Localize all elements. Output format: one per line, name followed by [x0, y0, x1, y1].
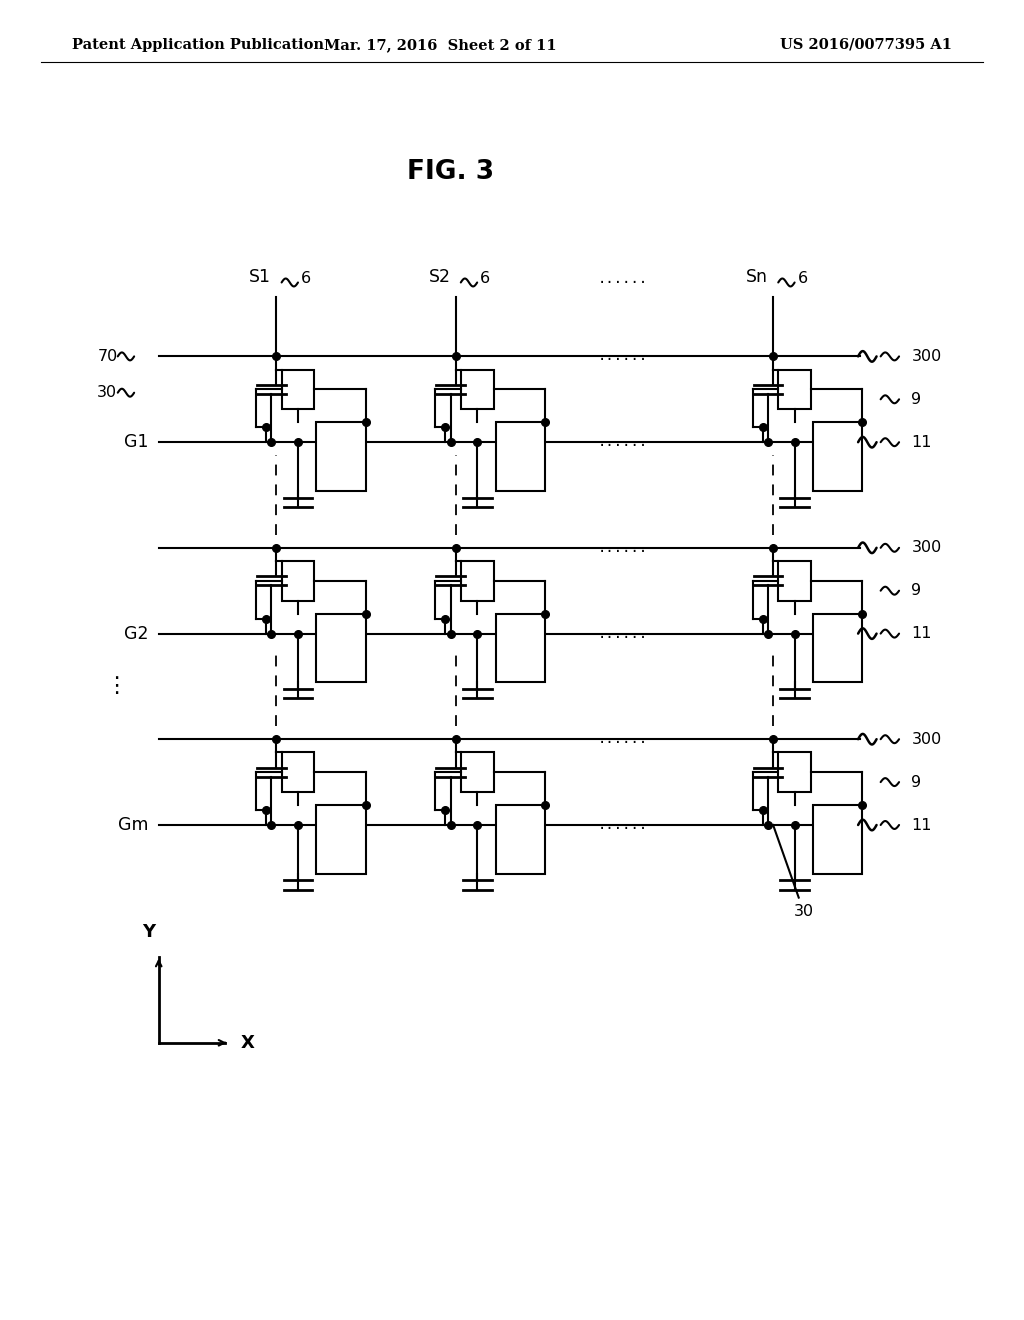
- Text: Patent Application Publication: Patent Application Publication: [72, 38, 324, 51]
- Bar: [282, 752, 314, 792]
- Text: 6: 6: [301, 272, 311, 286]
- Text: Gm: Gm: [118, 816, 148, 834]
- Text: ......: ......: [597, 436, 648, 449]
- Text: ......: ......: [597, 733, 648, 746]
- Text: ⋮: ⋮: [104, 676, 127, 697]
- Text: 11: 11: [911, 626, 932, 642]
- Text: 300: 300: [911, 731, 942, 747]
- Text: ......: ......: [597, 818, 648, 832]
- Bar: [778, 370, 811, 409]
- Text: 300: 300: [911, 348, 942, 364]
- Text: 6: 6: [798, 272, 808, 286]
- Text: 30: 30: [794, 904, 814, 919]
- Bar: [813, 422, 862, 491]
- Bar: [778, 752, 811, 792]
- Bar: [778, 561, 811, 601]
- Text: 30: 30: [97, 385, 118, 400]
- Text: ......: ......: [597, 627, 648, 640]
- Text: ......: ......: [597, 272, 648, 286]
- Text: 11: 11: [911, 817, 932, 833]
- Bar: [282, 561, 314, 601]
- Text: S2: S2: [429, 268, 451, 286]
- Text: 9: 9: [911, 583, 922, 598]
- Text: G1: G1: [124, 433, 148, 451]
- Bar: [496, 805, 545, 874]
- Bar: [316, 422, 366, 491]
- Text: S1: S1: [250, 268, 271, 286]
- Text: Sn: Sn: [746, 268, 768, 286]
- Bar: [496, 614, 545, 682]
- Text: G2: G2: [124, 624, 148, 643]
- Text: X: X: [241, 1034, 255, 1052]
- Text: Mar. 17, 2016  Sheet 2 of 11: Mar. 17, 2016 Sheet 2 of 11: [324, 38, 557, 51]
- Text: 11: 11: [911, 434, 932, 450]
- Text: ......: ......: [597, 350, 648, 363]
- Bar: [461, 370, 494, 409]
- Text: 300: 300: [911, 540, 942, 556]
- Bar: [461, 561, 494, 601]
- Bar: [282, 370, 314, 409]
- Text: Y: Y: [142, 923, 155, 941]
- Bar: [461, 752, 494, 792]
- Text: 9: 9: [911, 775, 922, 789]
- Bar: [813, 614, 862, 682]
- Text: US 2016/0077395 A1: US 2016/0077395 A1: [780, 38, 952, 51]
- Text: 70: 70: [97, 348, 118, 364]
- Text: FIG. 3: FIG. 3: [407, 158, 495, 185]
- Text: ......: ......: [597, 541, 648, 554]
- Bar: [813, 805, 862, 874]
- Text: 6: 6: [480, 272, 490, 286]
- Text: 9: 9: [911, 392, 922, 407]
- Bar: [316, 614, 366, 682]
- Bar: [316, 805, 366, 874]
- Bar: [496, 422, 545, 491]
